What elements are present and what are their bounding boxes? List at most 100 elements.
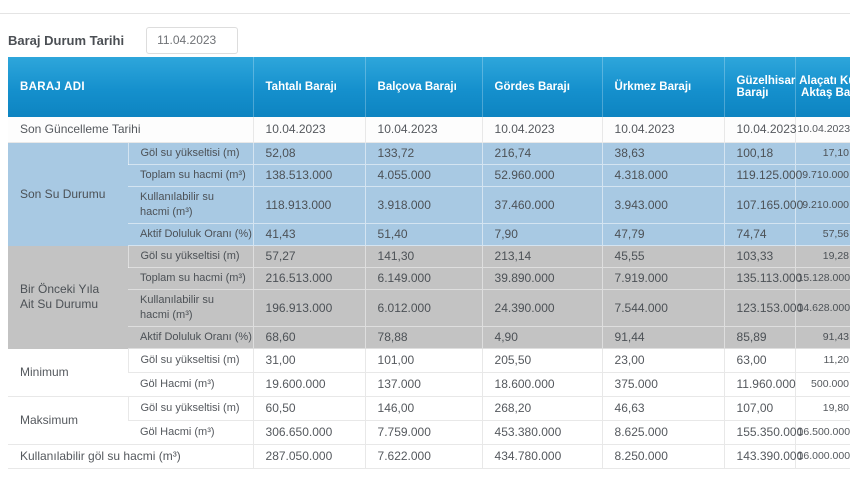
table-cell: 196.913.000: [252, 289, 366, 327]
table-cell: 39.890.000: [481, 267, 603, 290]
table-cell: 9.210.000: [794, 186, 850, 224]
table-cell: 18.600.000: [481, 372, 603, 397]
table-cell: 216,74: [481, 142, 603, 165]
table-cell: 4.318.000: [601, 164, 725, 187]
table-cell: 453.380.000: [481, 420, 603, 445]
group-label-minimum: Minimum: [8, 348, 128, 397]
table-cell: 101,00: [364, 348, 483, 373]
table-cell: 146,00: [364, 396, 483, 421]
table-cell: 287.050.000: [252, 444, 366, 469]
table-cell: 434.780.000: [481, 444, 603, 469]
table-cell: 60,50: [252, 396, 366, 421]
table-cell: 16.000.000: [794, 444, 850, 469]
table-cell: 123.153.000: [723, 289, 803, 327]
table-cell: 10.04.2023: [723, 117, 797, 143]
table-cell: 7.919.000: [601, 267, 725, 290]
column-header-dam: Gördes Barajı: [481, 57, 603, 117]
metric-label: Kullanılabilir su hacmi (m³): [128, 289, 254, 327]
column-header-dam: Ürkmez Barajı: [601, 57, 725, 117]
table-cell: 19,80: [794, 396, 850, 421]
table-cell: 268,20: [481, 396, 603, 421]
table-cell: 8.625.000: [601, 420, 725, 445]
table-cell: 52,08: [252, 142, 366, 165]
table-cell: 31,00: [252, 348, 366, 373]
table-cell: 3.943.000: [601, 186, 725, 224]
table-cell: 141,30: [364, 245, 483, 268]
column-header-dam: Balçova Barajı: [364, 57, 483, 117]
table-cell: 63,00: [723, 348, 796, 373]
dam-status-date-input[interactable]: [146, 26, 239, 54]
table-cell: 68,60: [252, 326, 366, 349]
table-cell: 3.918.000: [364, 186, 483, 224]
table-cell: 205,50: [481, 348, 603, 373]
table-cell: 74,74: [723, 223, 796, 246]
column-header-dam-name: BARAJ ADI: [8, 57, 254, 117]
metric-label: Göl su yükseltisi (m): [127, 348, 254, 373]
table-row: Kullanılabilir su hacmi (m³) 118.913.000…: [8, 186, 850, 224]
table-row: Göl Hacmi (m³) 19.600.000 137.000 18.600…: [8, 372, 850, 397]
table-cell: 10.04.2023: [481, 117, 603, 143]
metric-label: Aktif Doluluk Oranı (%): [128, 326, 254, 349]
table-cell: 52.960.000: [481, 164, 603, 187]
table-cell: 85,89: [723, 326, 796, 349]
table-cell: 155.350.000: [723, 420, 803, 445]
table-cell: 7.544.000: [601, 289, 725, 327]
table-cell: 91,43: [794, 326, 850, 349]
date-filter-label: Baraj Durum Tarihi: [8, 32, 125, 48]
table-cell: 9.710.000: [794, 164, 850, 187]
table-cell: 11.960.000: [723, 372, 796, 397]
top-divider: [0, 13, 850, 14]
metric-label: Göl su yükseltisi (m): [127, 245, 254, 268]
table-row: Göl Hacmi (m³) 306.650.000 7.759.000 453…: [8, 420, 850, 445]
table-cell: 133,72: [364, 142, 483, 165]
table-cell: 103,33: [723, 245, 796, 268]
row-label: Son Güncelleme Tarihi: [8, 117, 254, 143]
metric-label: Göl Hacmi (m³): [128, 420, 254, 445]
table-cell: 14.628.000: [794, 289, 850, 327]
table-row: Toplam su hacmi (m³) 216.513.000 6.149.0…: [8, 267, 850, 290]
table-cell: 213,14: [481, 245, 603, 268]
table-cell: 500.000: [794, 372, 850, 397]
table-cell: 57,27: [252, 245, 366, 268]
table-cell: 23,00: [601, 348, 725, 373]
table-cell: 119.125.000: [723, 164, 802, 187]
table-cell: 78,88: [364, 326, 483, 349]
table-cell: 19,28: [794, 245, 850, 268]
table-cell: 47,79: [601, 223, 725, 246]
dam-status-table-container: BARAJ ADI Tahtalı Barajı Balçova Barajı …: [8, 57, 850, 469]
table-cell: 100,18: [723, 142, 796, 165]
table-cell: 107,00: [723, 396, 796, 421]
table-cell: 7,90: [481, 223, 603, 246]
table-cell: 8.250.000: [601, 444, 725, 469]
metric-label: Göl su yükseltisi (m): [127, 142, 254, 165]
column-header-dam: Alaçatı Kutlu Aktaş Barajı: [794, 57, 850, 117]
table-cell: 16.500.000: [794, 420, 850, 445]
table-row: Toplam su hacmi (m³) 138.513.000 4.055.0…: [8, 164, 850, 187]
table-row: Kullanılabilir su hacmi (m³) 196.913.000…: [8, 289, 850, 327]
row-label: Kullanılabilir göl su hacmi (m³): [8, 444, 254, 469]
table-cell: 91,44: [601, 326, 725, 349]
column-header-dam: Tahtalı Barajı: [252, 57, 366, 117]
table-cell: 37.460.000: [481, 186, 603, 224]
table-cell: 118.913.000: [252, 186, 366, 224]
group-label-previous-year: Bir Önceki Yıla Ait Su Durumu: [8, 245, 128, 349]
group-label-current-status: Son Su Durumu: [8, 142, 128, 246]
table-cell: 38,63: [601, 142, 725, 165]
table-cell: 10.04.2023: [794, 117, 850, 143]
table-cell: 7.759.000: [364, 420, 483, 445]
table-cell: 10.04.2023: [601, 117, 725, 143]
table-row: Maksimum Göl su yükseltisi (m) 60,50 146…: [8, 396, 850, 445]
table-cell: 6.012.000: [364, 289, 483, 327]
metric-label: Toplam su hacmi (m³): [128, 267, 254, 290]
last-update-row: Son Güncelleme Tarihi 10.04.2023 10.04.2…: [8, 117, 850, 143]
table-cell: 306.650.000: [252, 420, 366, 445]
table-cell: 46,63: [601, 396, 725, 421]
table-cell: 6.149.000: [364, 267, 483, 290]
table-cell: 45,55: [601, 245, 725, 268]
table-row: Son Su Durumu Göl su yükseltisi (m) 52,0…: [8, 142, 850, 246]
table-cell: 57,56: [794, 223, 850, 246]
table-row: Bir Önceki Yıla Ait Su Durumu Göl su yük…: [8, 245, 850, 349]
group-label-maximum: Maksimum: [8, 396, 128, 445]
table-header-row: BARAJ ADI Tahtalı Barajı Balçova Barajı …: [8, 57, 850, 117]
table-row: Minimum Göl su yükseltisi (m) 31,00 101,…: [8, 348, 850, 397]
